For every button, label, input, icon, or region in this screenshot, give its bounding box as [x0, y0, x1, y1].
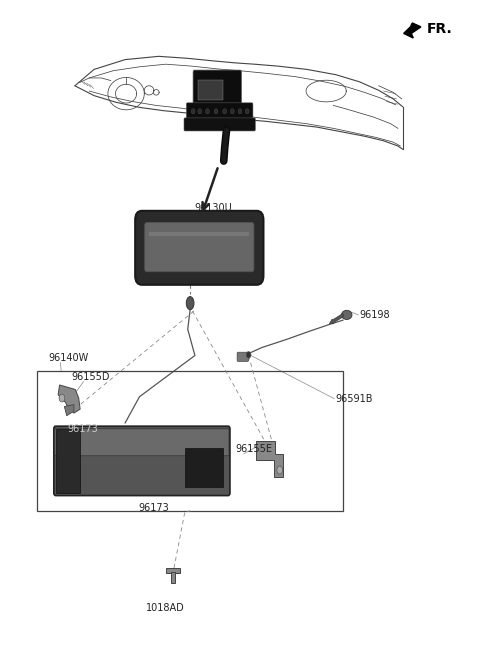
Bar	[170, 571, 175, 583]
Circle shape	[245, 109, 249, 114]
Polygon shape	[58, 385, 80, 413]
Bar	[36, 371, 343, 511]
Text: 96173: 96173	[68, 424, 98, 434]
FancyBboxPatch shape	[237, 352, 249, 361]
Circle shape	[238, 109, 242, 114]
Bar	[166, 568, 180, 573]
Circle shape	[277, 466, 283, 474]
Circle shape	[198, 109, 202, 114]
Ellipse shape	[341, 310, 352, 319]
Circle shape	[246, 352, 251, 358]
Text: 96591B: 96591B	[336, 394, 373, 403]
FancyBboxPatch shape	[184, 118, 255, 131]
Text: 96198: 96198	[360, 310, 390, 320]
Text: 96155D: 96155D	[72, 372, 110, 382]
FancyBboxPatch shape	[186, 103, 253, 119]
FancyArrow shape	[329, 314, 344, 324]
Text: 1018AD: 1018AD	[146, 603, 185, 613]
Bar	[149, 232, 249, 236]
Circle shape	[59, 394, 65, 402]
Text: 96130U: 96130U	[195, 203, 232, 213]
Text: 96173: 96173	[138, 502, 169, 513]
Text: FR.: FR.	[427, 22, 453, 36]
FancyBboxPatch shape	[193, 70, 241, 106]
Bar	[198, 80, 223, 100]
Circle shape	[230, 109, 234, 114]
Text: 96155E: 96155E	[235, 443, 272, 454]
Ellipse shape	[186, 297, 194, 310]
Polygon shape	[404, 23, 421, 38]
Circle shape	[223, 109, 227, 114]
Circle shape	[191, 109, 195, 114]
Polygon shape	[64, 405, 74, 416]
Bar	[185, 448, 223, 487]
FancyBboxPatch shape	[145, 222, 254, 272]
Circle shape	[214, 109, 218, 114]
FancyBboxPatch shape	[55, 429, 229, 456]
Text: 96140W: 96140W	[48, 353, 89, 363]
FancyBboxPatch shape	[54, 426, 230, 495]
Bar	[56, 429, 80, 493]
Polygon shape	[256, 441, 283, 477]
FancyBboxPatch shape	[135, 211, 264, 285]
Circle shape	[205, 109, 209, 114]
